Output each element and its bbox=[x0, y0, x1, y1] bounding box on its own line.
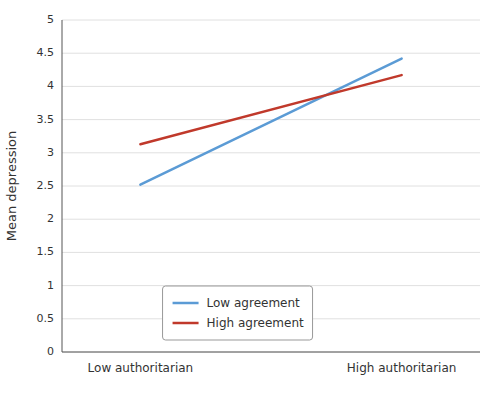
y-axis-label: Mean depression bbox=[4, 131, 19, 241]
legend-swatch bbox=[173, 302, 199, 305]
y-tick-label: 0 bbox=[47, 345, 54, 358]
y-tick-label: 5 bbox=[47, 13, 54, 26]
y-tick-label: 0.5 bbox=[37, 312, 55, 325]
grid-line bbox=[62, 152, 480, 153]
x-tick-label: High authoritarian bbox=[347, 361, 457, 375]
x-tick-label: Low authoritarian bbox=[88, 361, 194, 375]
y-axis-line bbox=[62, 20, 63, 352]
y-tick-label: 3.5 bbox=[37, 113, 55, 126]
legend: Low agreement High agreement bbox=[163, 286, 313, 340]
x-ticks: Low authoritarian High authoritarian bbox=[88, 361, 457, 375]
series-group bbox=[140, 59, 401, 185]
grid-line bbox=[62, 86, 480, 87]
legend-label: Low agreement bbox=[207, 296, 301, 310]
grid-line bbox=[62, 219, 480, 220]
chart-container: 0 0.5 1 1.5 2 2.5 3 3.5 4 4.5 5 Low authoritarian Hi… bbox=[0, 0, 500, 400]
series-line bbox=[140, 75, 401, 144]
y-tick-label: 1.5 bbox=[37, 245, 55, 258]
legend-box bbox=[163, 286, 313, 340]
legend-swatch bbox=[173, 322, 199, 325]
y-tick-label: 3 bbox=[47, 146, 54, 159]
grid bbox=[62, 20, 480, 352]
chart-svg: 0 0.5 1 1.5 2 2.5 3 3.5 4 4.5 5 Low authoritarian Hi… bbox=[0, 0, 500, 400]
grid-line bbox=[62, 252, 480, 253]
y-tick-label: 4 bbox=[47, 79, 54, 92]
grid-line bbox=[62, 20, 480, 21]
y-tick-label: 4.5 bbox=[37, 46, 55, 59]
grid-line bbox=[62, 186, 480, 187]
grid-line bbox=[62, 352, 480, 353]
x-axis-line bbox=[62, 352, 480, 353]
y-tick-label: 2.5 bbox=[37, 179, 55, 192]
grid-line bbox=[62, 119, 480, 120]
legend-label: High agreement bbox=[207, 316, 304, 330]
grid-line bbox=[62, 53, 480, 54]
series-line bbox=[140, 59, 401, 185]
y-ticks: 0 0.5 1 1.5 2 2.5 3 3.5 4 4.5 5 bbox=[37, 13, 55, 358]
y-tick-label: 2 bbox=[47, 212, 54, 225]
y-tick-label: 1 bbox=[47, 279, 54, 292]
